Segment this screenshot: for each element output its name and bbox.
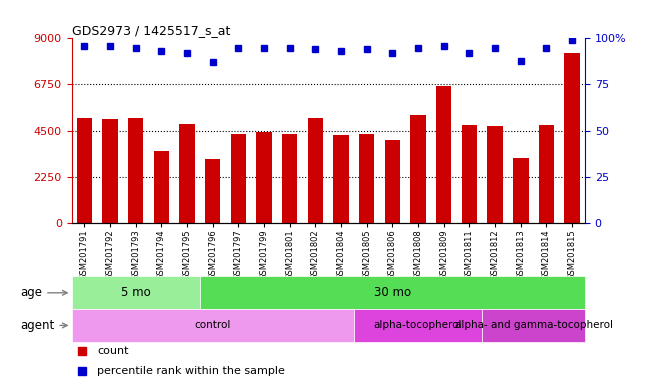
Bar	[231, 134, 246, 223]
Text: 5 mo: 5 mo	[121, 286, 151, 299]
Bar	[482, 309, 585, 342]
Text: agent: agent	[20, 319, 67, 332]
Bar	[564, 53, 580, 223]
Bar	[72, 276, 200, 309]
Bar	[153, 151, 169, 223]
Bar	[205, 159, 220, 223]
Bar	[385, 140, 400, 223]
Text: count: count	[98, 346, 129, 356]
Bar	[307, 118, 323, 223]
Bar	[72, 309, 354, 342]
Text: alpha- and gamma-tocopherol: alpha- and gamma-tocopherol	[454, 320, 613, 331]
Bar	[200, 276, 585, 309]
Bar	[436, 86, 452, 223]
Bar	[333, 135, 349, 223]
Text: age: age	[20, 286, 67, 299]
Bar	[128, 118, 144, 223]
Text: percentile rank within the sample: percentile rank within the sample	[98, 366, 285, 376]
Bar	[462, 126, 477, 223]
Bar	[539, 126, 554, 223]
Bar	[354, 309, 482, 342]
Bar	[256, 132, 272, 223]
Text: alpha-tocopherol: alpha-tocopherol	[374, 320, 462, 331]
Bar	[179, 124, 195, 223]
Bar	[359, 134, 374, 223]
Bar	[488, 126, 503, 223]
Text: GDS2973 / 1425517_s_at: GDS2973 / 1425517_s_at	[72, 24, 230, 37]
Bar	[513, 158, 528, 223]
Bar	[102, 119, 118, 223]
Text: control: control	[194, 320, 231, 331]
Bar	[282, 134, 298, 223]
Text: 30 mo: 30 mo	[374, 286, 411, 299]
Bar	[410, 115, 426, 223]
Bar	[77, 118, 92, 223]
